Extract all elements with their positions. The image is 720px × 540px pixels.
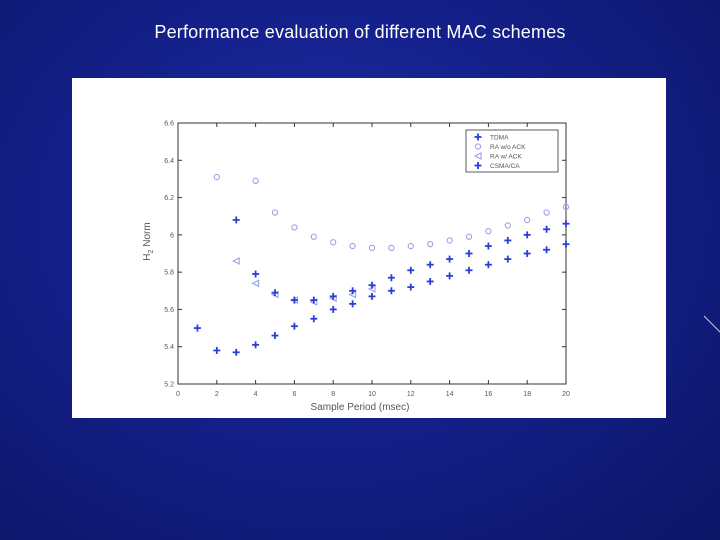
data-point [349, 287, 357, 295]
data-point [484, 242, 492, 250]
data-point [562, 203, 570, 211]
data-point [213, 346, 221, 354]
data-point [291, 224, 298, 231]
data-point [543, 225, 551, 233]
y-tick-label: 5.2 [164, 382, 174, 389]
data-point [543, 246, 551, 254]
legend-marker [474, 143, 482, 150]
x-tick-label: 2 [215, 391, 219, 398]
data-point [252, 177, 259, 184]
y-tick-label: 5.6 [164, 307, 174, 314]
legend-marker [473, 152, 482, 160]
data-point [562, 240, 570, 248]
data-point [504, 236, 512, 244]
data-point [523, 231, 531, 239]
data-point [368, 292, 376, 300]
data-point [368, 281, 376, 289]
legend-marker [474, 162, 482, 169]
data-point [465, 266, 473, 274]
data-point [310, 233, 317, 240]
y-tick-label: 6.6 [164, 121, 174, 128]
legend-label: RA w/o ACK [490, 144, 526, 151]
data-point [329, 292, 337, 300]
data-point [290, 322, 298, 330]
data-point [329, 305, 337, 313]
x-tick-label: 4 [254, 391, 258, 398]
y-tick-label: 6 [170, 232, 174, 239]
x-tick-label: 12 [407, 391, 415, 398]
data-point [484, 261, 492, 269]
data-point [231, 257, 240, 265]
data-point [407, 266, 415, 274]
data-point [271, 332, 279, 340]
data-point [290, 296, 298, 304]
x-axis-label: Sample Period (msec) [311, 402, 410, 413]
y-tick-label: 5.4 [164, 344, 174, 351]
data-point [426, 261, 434, 269]
data-point [562, 220, 570, 228]
data-point [251, 279, 260, 288]
chart-panel: 0 2 4 6 8 10 12 14 16 18 20 5.2 5.4 5.6 5.8 6 6.2 6.4 6.6 S… [72, 78, 666, 418]
y-axis-label: H2 Norm [142, 222, 155, 260]
data-point [368, 244, 376, 252]
data-point [387, 287, 395, 295]
data-point [524, 216, 531, 224]
y-tick-label: 5.8 [164, 270, 174, 277]
data-point [388, 244, 395, 252]
x-tick-label: 20 [562, 391, 570, 398]
data-point [427, 241, 434, 248]
data-point [543, 209, 550, 216]
x-tick-label: 10 [368, 391, 376, 398]
data-point [446, 255, 454, 263]
legend-label: TDMA [490, 135, 509, 142]
y-tick-label: 6.2 [164, 195, 174, 202]
data-point [271, 289, 279, 297]
x-tick-label: 6 [292, 391, 296, 398]
data-point [465, 250, 473, 257]
data-point [271, 209, 279, 216]
data-point [193, 324, 201, 332]
data-point [310, 315, 318, 323]
legend-label: RA w/ ACK [490, 154, 522, 161]
slide-title: Performance evaluation of different MAC … [154, 22, 566, 42]
x-tick-label: 16 [485, 391, 493, 398]
x-tick-label: 8 [331, 391, 335, 398]
data-point [232, 348, 240, 356]
data-point [485, 227, 492, 235]
data-point [523, 250, 531, 257]
data-point [504, 222, 511, 229]
data-point [232, 216, 240, 224]
x-tick-label: 18 [523, 391, 531, 398]
data-point [504, 255, 512, 263]
legend-marker [474, 133, 482, 141]
data-point [465, 233, 473, 240]
data-point [426, 277, 434, 285]
data-point [446, 237, 453, 244]
data-point [387, 274, 395, 282]
data-point [446, 272, 454, 280]
data-point [330, 239, 337, 246]
y-tick-label: 6.4 [164, 158, 174, 165]
data-point [407, 242, 414, 250]
data-point [407, 283, 415, 291]
legend-label: CSMA/CA [490, 163, 520, 170]
data-point [252, 270, 260, 278]
x-tick-label: 14 [446, 391, 454, 398]
decorative-slash [703, 315, 720, 333]
x-tick-label: 0 [176, 391, 180, 398]
scatter-chart: 0 2 4 6 8 10 12 14 16 18 20 5.2 5.4 5.6 5.8 6 6.2 6.4 6.6 S… [142, 121, 570, 414]
data-point [310, 296, 318, 304]
data-point [349, 300, 357, 308]
data-point [213, 173, 220, 181]
data-point [252, 341, 260, 349]
data-point [349, 242, 356, 250]
